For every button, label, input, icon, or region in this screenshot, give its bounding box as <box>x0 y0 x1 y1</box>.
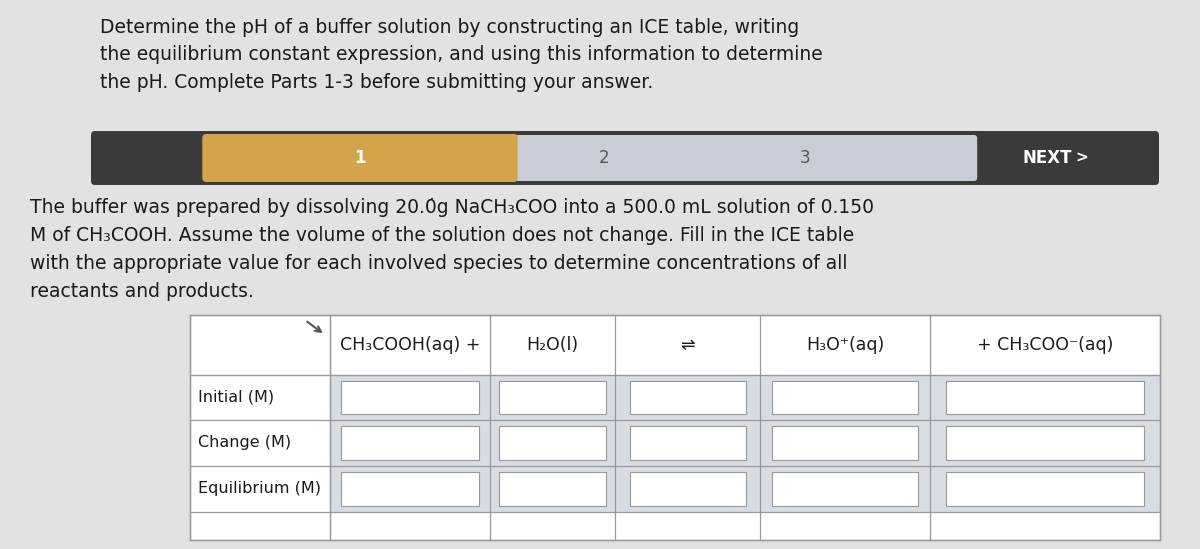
Text: 2: 2 <box>599 149 610 167</box>
FancyBboxPatch shape <box>341 381 479 414</box>
FancyBboxPatch shape <box>499 381 606 414</box>
Text: Determine the pH of a buffer solution by constructing an ICE table, writing
the : Determine the pH of a buffer solution by… <box>100 18 823 92</box>
Text: 1: 1 <box>354 149 366 167</box>
Polygon shape <box>330 375 1160 420</box>
FancyBboxPatch shape <box>499 472 606 506</box>
FancyBboxPatch shape <box>630 426 745 460</box>
Text: >: > <box>1075 150 1088 165</box>
Polygon shape <box>190 466 330 512</box>
FancyBboxPatch shape <box>341 472 479 506</box>
FancyBboxPatch shape <box>91 131 1159 185</box>
Polygon shape <box>330 466 1160 512</box>
FancyBboxPatch shape <box>203 134 517 182</box>
FancyBboxPatch shape <box>772 426 918 460</box>
Polygon shape <box>190 420 330 466</box>
Polygon shape <box>190 315 1160 540</box>
Text: + CH₃COO⁻(aq): + CH₃COO⁻(aq) <box>977 336 1114 354</box>
FancyBboxPatch shape <box>946 426 1144 460</box>
FancyBboxPatch shape <box>772 472 918 506</box>
FancyBboxPatch shape <box>946 381 1144 414</box>
FancyBboxPatch shape <box>630 472 745 506</box>
Polygon shape <box>330 420 1160 466</box>
Text: Equilibrium (M): Equilibrium (M) <box>198 481 322 496</box>
FancyBboxPatch shape <box>946 472 1144 506</box>
Text: H₃O⁺(aq): H₃O⁺(aq) <box>806 336 884 354</box>
Polygon shape <box>190 375 330 420</box>
Text: CH₃COOH(aq) +: CH₃COOH(aq) + <box>340 336 480 354</box>
Text: Initial (M): Initial (M) <box>198 390 274 405</box>
Text: H₂O(l): H₂O(l) <box>527 336 578 354</box>
Polygon shape <box>190 315 1160 375</box>
Text: Change (M): Change (M) <box>198 435 292 451</box>
FancyBboxPatch shape <box>505 135 977 181</box>
Text: 3: 3 <box>800 149 810 167</box>
FancyBboxPatch shape <box>341 426 479 460</box>
FancyBboxPatch shape <box>499 426 606 460</box>
FancyBboxPatch shape <box>772 381 918 414</box>
FancyBboxPatch shape <box>630 381 745 414</box>
Text: ⇌: ⇌ <box>680 336 695 354</box>
Text: NEXT: NEXT <box>1022 149 1073 167</box>
Text: The buffer was prepared by dissolving 20.0̇g NaCH₃COO into a 500.0 mL solution o: The buffer was prepared by dissolving 20… <box>30 198 874 301</box>
